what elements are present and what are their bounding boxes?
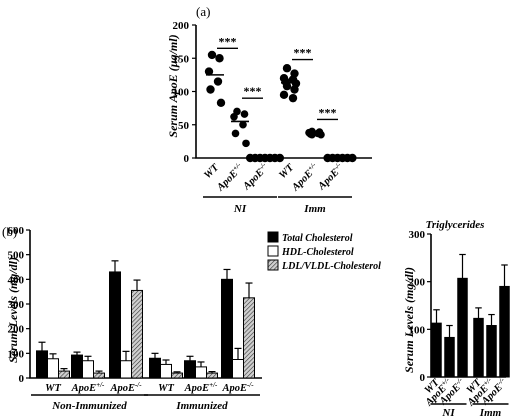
- y-tick-label: 100: [173, 87, 190, 99]
- y-tick-label: 200: [409, 277, 426, 289]
- significance-label: ***: [294, 46, 312, 60]
- bar: [36, 350, 48, 379]
- legend-swatch: [267, 259, 279, 271]
- data-point: [288, 93, 298, 103]
- significance-label: ***: [244, 84, 262, 98]
- data-point: [290, 85, 299, 94]
- bar: [47, 358, 59, 379]
- category-label: WT: [277, 162, 296, 181]
- y-tick-label: 600: [8, 225, 25, 237]
- triglycerides-y-axis-title: Serum Levels (mg/dl): [402, 267, 416, 373]
- category-label: ApoE-/-: [109, 381, 142, 394]
- y-tick-label: 0: [420, 372, 426, 384]
- category-label: ApoE-/-: [221, 381, 254, 394]
- bar: [431, 322, 442, 378]
- category-label: ApoE-/-: [239, 160, 271, 192]
- category-label: ApoE-/-: [314, 160, 346, 192]
- bar: [444, 336, 455, 378]
- group-label: Immunized: [175, 400, 228, 412]
- bar: [486, 325, 497, 378]
- data-point: [231, 129, 240, 138]
- bar: [243, 297, 255, 379]
- data-point: [308, 130, 316, 139]
- y-tick-label: 200: [173, 20, 190, 32]
- data-point: [275, 153, 285, 163]
- y-tick-label: 100: [8, 348, 25, 360]
- data-point: [239, 120, 247, 129]
- data-point: [213, 77, 223, 86]
- bar: [184, 360, 196, 379]
- bar: [93, 372, 105, 379]
- panel-a-y-axis-title: Serum ApoE (µg/ml): [166, 34, 180, 137]
- y-tick-label: 300: [8, 299, 25, 311]
- category-label: ApoE+/-: [288, 160, 322, 194]
- category-label: ApoE+/-: [213, 160, 247, 194]
- group-label: NI: [233, 203, 247, 215]
- category-label: ApoE+/-: [71, 381, 105, 394]
- y-tick-label: 150: [173, 53, 190, 65]
- panel-b-y-axis-title: Serum Levels (mg/dl): [6, 257, 20, 363]
- y-tick-label: 100: [409, 324, 426, 336]
- category-label: WT: [158, 383, 174, 394]
- bar: [131, 289, 143, 379]
- y-tick-label: 0: [19, 373, 25, 385]
- bar: [232, 359, 244, 379]
- triglycerides-panel: Triglycerides Serum Levels (mg/dl) 0 100 2…: [402, 219, 510, 419]
- y-tick-label: 0: [184, 153, 190, 165]
- bar: [206, 372, 218, 379]
- triglycerides-title: Triglycerides: [426, 219, 485, 231]
- data-point: [317, 130, 325, 139]
- y-tick-label: 50: [178, 120, 190, 132]
- data-point: [206, 85, 215, 94]
- bar: [120, 360, 132, 379]
- panel-b-label: (b): [2, 224, 17, 239]
- bar: [457, 277, 468, 378]
- panel-b-cholesterol-bars: (b) Serum Levels (mg/dl) 0 100 200 300 400 50…: [2, 224, 381, 412]
- bar: [195, 366, 207, 379]
- data-point: [279, 90, 289, 100]
- bar: [171, 372, 183, 379]
- bar: [149, 357, 161, 379]
- category-label: WT: [45, 383, 61, 394]
- data-point: [216, 98, 226, 108]
- bar: [499, 285, 510, 378]
- group-label: Non-Immunized: [51, 400, 127, 412]
- legend-label: LDL/VLDL-Cholesterol: [281, 261, 381, 272]
- group-label: NI: [441, 407, 455, 419]
- bar: [109, 271, 121, 379]
- bar: [473, 317, 484, 378]
- bar: [82, 360, 94, 379]
- group-label: Imm: [479, 407, 502, 419]
- legend-label: HDL-Cholesterol: [281, 247, 354, 258]
- data-point: [282, 81, 292, 91]
- significance-label: ***: [319, 105, 337, 119]
- legend-label: Total Cholesterol: [282, 233, 353, 244]
- data-point: [242, 139, 250, 148]
- group-label: Imm: [303, 203, 326, 215]
- significance-label: ***: [219, 34, 237, 48]
- category-label: ApoE+/-: [184, 381, 218, 394]
- data-point: [240, 110, 249, 118]
- panel-a-label: (a): [196, 4, 210, 19]
- bar: [160, 363, 172, 379]
- data-point: [215, 54, 224, 63]
- y-tick-label: 300: [409, 229, 426, 241]
- panel-a-scatter: (a) Serum ApoE (µg/ml) 0 50 100 150 200 *** **…: [166, 4, 372, 215]
- legend-swatch: [267, 231, 279, 243]
- data-point: [207, 50, 217, 60]
- data-point: [348, 153, 357, 163]
- data-point: [230, 112, 238, 121]
- bar: [71, 354, 83, 379]
- y-tick-label: 200: [8, 324, 25, 336]
- y-tick-label: 500: [8, 250, 25, 262]
- y-tick-label: 400: [8, 274, 25, 286]
- category-label: WT: [202, 162, 221, 181]
- bar: [58, 370, 70, 379]
- bar: [221, 278, 233, 379]
- legend-swatch: [267, 245, 279, 257]
- data-point: [204, 67, 214, 76]
- data-point: [282, 64, 292, 73]
